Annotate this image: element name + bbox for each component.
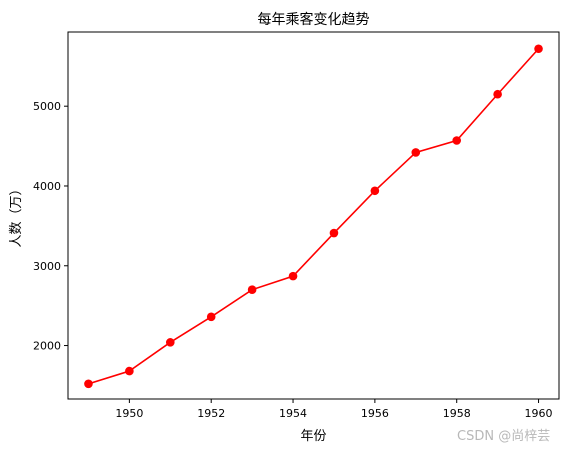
x-axis-label: 年份 — [300, 429, 326, 444]
data-point — [329, 228, 339, 238]
x-tick-label: 1952 — [197, 407, 225, 420]
data-point — [125, 366, 134, 376]
y-tick-label: 3000 — [33, 260, 61, 273]
data-point — [288, 271, 298, 281]
x-tick-label: 1956 — [361, 407, 389, 420]
y-tick-label: 4000 — [33, 180, 61, 193]
data-point — [493, 89, 502, 99]
data-point — [206, 312, 216, 322]
data-point — [370, 186, 380, 196]
data-point — [247, 285, 257, 294]
x-tick-label: 1958 — [443, 407, 471, 420]
y-axis-label: 人数（万） — [9, 182, 24, 247]
y-axis-ticks: 2000 3000 4000 5000 — [33, 100, 68, 353]
watermark: CSDN @尚梓芸 — [457, 429, 551, 444]
data-point — [411, 148, 421, 157]
x-tick-label: 1954 — [279, 407, 307, 420]
x-tick-label: 1950 — [115, 407, 143, 420]
data-point — [165, 338, 175, 347]
x-axis-ticks: 1950 1952 1954 1956 1958 1960 — [115, 399, 553, 420]
data-point — [534, 44, 543, 54]
data-point — [84, 379, 93, 389]
series-group — [84, 44, 543, 389]
y-tick-label: 5000 — [33, 100, 61, 113]
data-point — [452, 136, 462, 145]
y-tick-label: 2000 — [33, 340, 61, 353]
chart-title: 每年乘客变化趋势 — [258, 11, 370, 28]
plot-frame — [67, 31, 560, 400]
x-tick-label: 1960 — [525, 407, 553, 420]
series-line — [88, 48, 540, 385]
